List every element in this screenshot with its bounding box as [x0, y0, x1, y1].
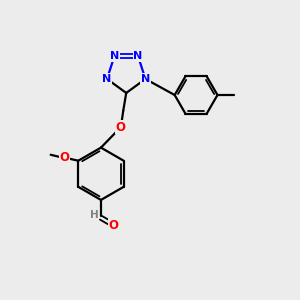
Text: O: O [59, 151, 69, 164]
Text: N: N [134, 51, 143, 62]
Text: N: N [102, 74, 112, 84]
Text: H: H [90, 210, 99, 220]
Text: N: N [141, 74, 150, 84]
Text: O: O [116, 121, 126, 134]
Text: O: O [108, 219, 118, 232]
Text: N: N [110, 51, 119, 62]
